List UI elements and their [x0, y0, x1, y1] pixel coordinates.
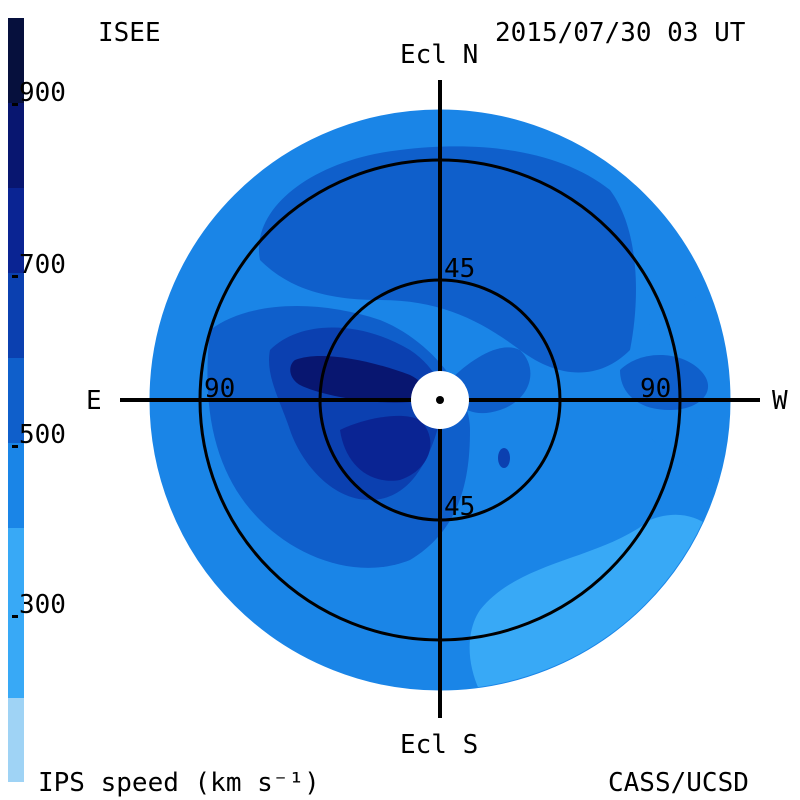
contour-small-blob [498, 448, 510, 468]
ring-label-90-right: 90 [640, 374, 672, 404]
east-label: E [86, 386, 102, 416]
timestamp-label: 2015/07/30 03 UT [495, 18, 746, 48]
credit-label: CASS/UCSD [608, 768, 749, 798]
contour-medium-right-lobe [620, 355, 709, 410]
ecliptic-north-label: Ecl N [400, 40, 479, 70]
colorbar-caption: IPS speed (km s⁻¹) [38, 768, 320, 798]
ring-label-45-top: 45 [444, 254, 476, 284]
colorbar-band-500 [8, 443, 24, 528]
west-label: W [772, 386, 788, 416]
colorbar-tick-700: 700 [12, 252, 66, 278]
colorbar-band-600 [8, 358, 24, 443]
colorbar-band-900 [8, 103, 24, 188]
contour-fast-center-right [450, 347, 531, 414]
colorbar-band-1000 [8, 18, 24, 103]
colorbar-band-800 [8, 188, 24, 273]
org-label: ISEE [98, 18, 161, 48]
contour-medium-upper [258, 146, 636, 373]
colorbar-tick-500: 500 [12, 422, 66, 448]
colorbar [8, 18, 24, 782]
colorbar-tick-300: 300 [12, 592, 66, 618]
ring-label-45-bottom: 45 [444, 492, 476, 522]
colorbar-tick-900: 900 [12, 80, 66, 106]
colorbar-band-700 [8, 273, 24, 358]
ecliptic-south-label: Ecl S [400, 730, 479, 760]
ring-label-90-left: 90 [204, 374, 236, 404]
colorbar-band-300 [8, 613, 24, 698]
sun-center-dot [436, 396, 444, 404]
contour-fastest-lower-core [340, 415, 431, 481]
colorbar-band-200 [8, 698, 24, 782]
colorbar-band-400 [8, 528, 24, 613]
